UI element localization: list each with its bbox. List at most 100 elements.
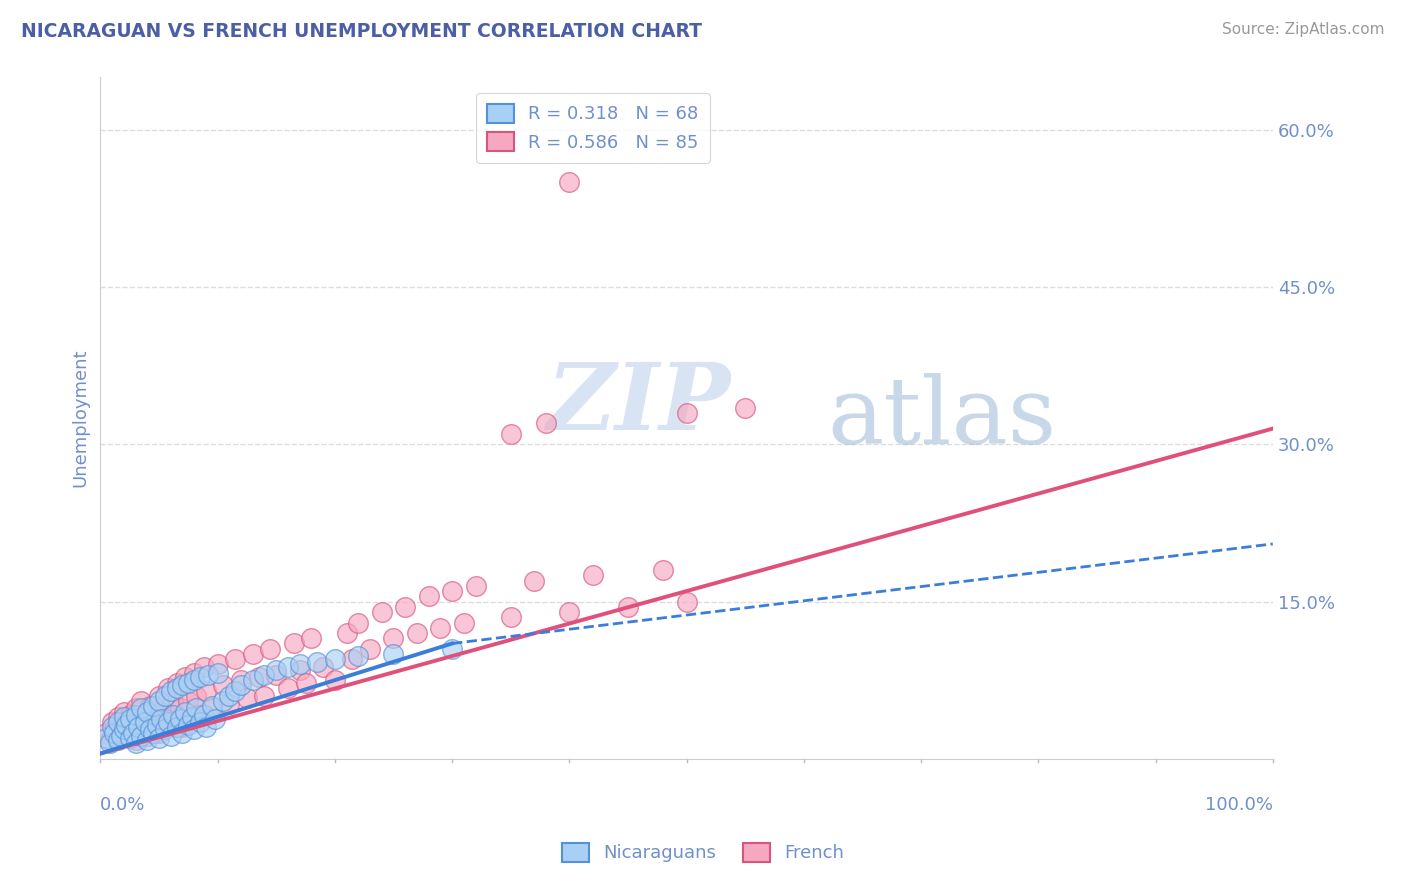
Text: 0.0%: 0.0% xyxy=(100,797,146,814)
Point xyxy=(148,725,170,739)
Point xyxy=(371,605,394,619)
Point xyxy=(201,699,224,714)
Point xyxy=(323,673,346,688)
Point xyxy=(734,401,756,415)
Point xyxy=(157,715,180,730)
Point xyxy=(382,647,405,661)
Point xyxy=(299,632,322,646)
Point xyxy=(429,621,451,635)
Point xyxy=(193,707,215,722)
Point xyxy=(118,712,141,726)
Point xyxy=(173,705,195,719)
Point xyxy=(193,659,215,673)
Point xyxy=(153,718,176,732)
Point xyxy=(150,712,173,726)
Point xyxy=(157,681,180,695)
Point xyxy=(172,678,194,692)
Point xyxy=(173,670,195,684)
Point xyxy=(224,652,246,666)
Point xyxy=(523,574,546,588)
Point xyxy=(197,668,219,682)
Point xyxy=(166,681,188,695)
Point xyxy=(177,694,200,708)
Point xyxy=(183,673,205,688)
Point xyxy=(277,659,299,673)
Text: NICARAGUAN VS FRENCH UNEMPLOYMENT CORRELATION CHART: NICARAGUAN VS FRENCH UNEMPLOYMENT CORREL… xyxy=(21,22,702,41)
Point xyxy=(188,670,211,684)
Point xyxy=(159,683,181,698)
Point xyxy=(652,563,675,577)
Point xyxy=(218,698,240,712)
Point xyxy=(150,705,173,719)
Point xyxy=(307,656,329,670)
Text: 100.0%: 100.0% xyxy=(1205,797,1272,814)
Point xyxy=(183,723,205,737)
Point xyxy=(194,720,217,734)
Point xyxy=(98,733,121,747)
Point xyxy=(96,725,118,739)
Point xyxy=(136,729,159,743)
Point xyxy=(247,670,270,684)
Point xyxy=(617,599,640,614)
Point xyxy=(558,175,581,189)
Point xyxy=(558,605,581,619)
Point xyxy=(188,707,211,722)
Point xyxy=(347,615,370,630)
Point xyxy=(153,723,176,737)
Point xyxy=(112,710,135,724)
Point xyxy=(148,689,170,703)
Point xyxy=(499,426,522,441)
Point xyxy=(441,584,464,599)
Point xyxy=(180,710,202,724)
Point xyxy=(177,676,200,690)
Point xyxy=(188,715,211,730)
Point xyxy=(107,733,129,747)
Text: Source: ZipAtlas.com: Source: ZipAtlas.com xyxy=(1222,22,1385,37)
Point xyxy=(169,712,191,726)
Point xyxy=(118,729,141,743)
Point xyxy=(127,720,149,734)
Point xyxy=(264,663,287,677)
Point xyxy=(122,725,145,739)
Point xyxy=(153,689,176,703)
Text: atlas: atlas xyxy=(827,373,1056,463)
Point xyxy=(675,594,697,608)
Point xyxy=(394,599,416,614)
Point xyxy=(107,715,129,730)
Point xyxy=(159,710,181,724)
Point xyxy=(112,718,135,732)
Point xyxy=(138,699,160,714)
Point xyxy=(162,694,184,708)
Point xyxy=(148,694,170,708)
Point xyxy=(166,676,188,690)
Point xyxy=(142,699,165,714)
Point xyxy=(110,725,132,739)
Point xyxy=(294,676,316,690)
Point xyxy=(335,626,357,640)
Point xyxy=(145,718,167,732)
Point xyxy=(312,659,335,673)
Point xyxy=(134,710,156,724)
Point xyxy=(159,729,181,743)
Point xyxy=(124,733,146,747)
Point xyxy=(103,725,125,739)
Point xyxy=(194,683,217,698)
Point xyxy=(277,681,299,695)
Point xyxy=(122,723,145,737)
Point xyxy=(253,689,276,703)
Point xyxy=(201,701,224,715)
Point xyxy=(103,723,125,737)
Point xyxy=(124,736,146,750)
Point xyxy=(236,690,259,705)
Point xyxy=(107,731,129,745)
Point xyxy=(101,715,124,730)
Point xyxy=(283,636,305,650)
Point xyxy=(162,707,184,722)
Point xyxy=(229,673,252,688)
Point xyxy=(675,406,697,420)
Point xyxy=(131,701,153,715)
Point xyxy=(499,610,522,624)
Point xyxy=(124,701,146,715)
Point xyxy=(288,657,311,672)
Point xyxy=(359,641,381,656)
